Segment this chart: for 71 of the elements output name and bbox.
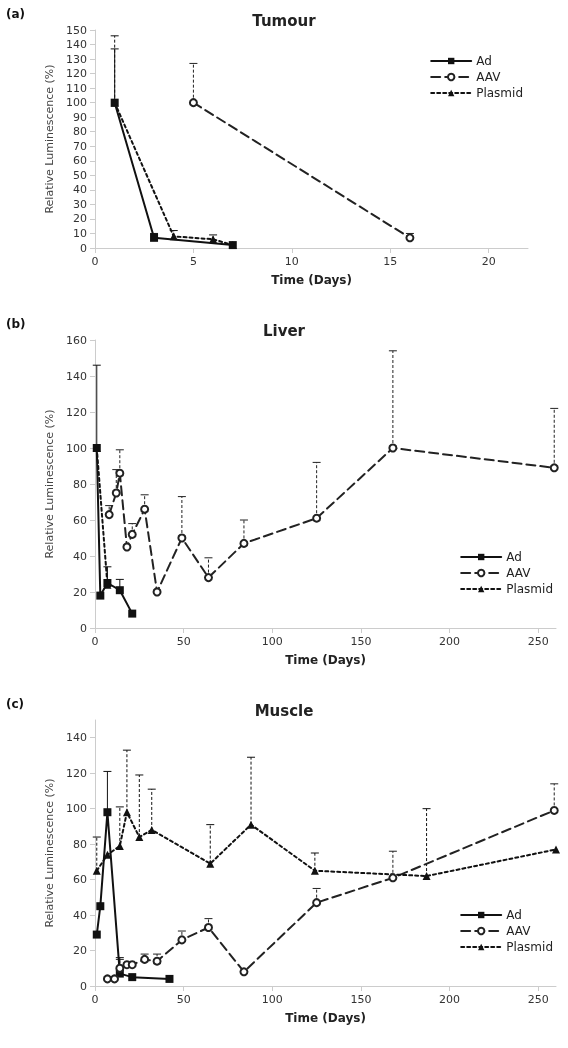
y-axis-title: Relative Luminescence (%) xyxy=(43,64,57,214)
y-tick-label: 0 xyxy=(80,979,87,993)
legend-label: Ad xyxy=(476,54,492,68)
y-tick-label: 40 xyxy=(73,549,87,563)
x-tick-label: 150 xyxy=(350,635,372,648)
x-axis-title: Time (Days) xyxy=(271,273,352,287)
y-tick-label: 60 xyxy=(73,873,87,887)
x-tick-label: 200 xyxy=(439,635,461,648)
y-tick-label: 50 xyxy=(73,168,87,182)
legend-label: AAV xyxy=(506,924,532,938)
y-tick-label: 60 xyxy=(73,513,87,527)
y-tick-label: 100 xyxy=(66,802,87,816)
x-tick-label: 15 xyxy=(383,255,398,268)
y-tick-label: 120 xyxy=(66,67,87,81)
x-tick-label: 0 xyxy=(91,255,99,268)
y-tick-label: 80 xyxy=(73,837,87,851)
y-tick-label: 130 xyxy=(66,52,87,66)
y-tick-label: 30 xyxy=(73,197,87,211)
y-tick-label: 0 xyxy=(80,621,87,635)
text: (c) xyxy=(6,697,25,711)
y-tick-label: 140 xyxy=(66,731,87,745)
y-tick-label: 120 xyxy=(66,766,87,780)
y-tick-label: 100 xyxy=(66,441,87,455)
x-tick-label: 0 xyxy=(91,635,99,648)
y-tick-label: 0 xyxy=(80,241,87,255)
legend-label: Plasmid xyxy=(506,582,554,596)
y-tick-label: 60 xyxy=(73,154,87,168)
text: (a) xyxy=(6,7,26,21)
chart-title: Liver xyxy=(262,321,306,340)
y-axis-title: Relative Luminescence (%) xyxy=(43,409,57,559)
y-tick-label: 150 xyxy=(66,23,87,37)
x-tick-label: 20 xyxy=(481,255,496,268)
y-tick-label: 90 xyxy=(73,110,87,124)
y-tick-label: 80 xyxy=(73,477,87,491)
y-tick-label: 160 xyxy=(66,333,87,347)
y-tick-label: 80 xyxy=(73,125,87,139)
x-tick-label: 50 xyxy=(176,635,191,648)
y-tick-label: 120 xyxy=(66,405,87,419)
x-tick-label: 250 xyxy=(527,993,549,1006)
x-tick-label: 150 xyxy=(350,993,372,1006)
legend-label: AAV xyxy=(506,566,532,580)
x-tick-label: 10 xyxy=(284,255,299,268)
chart-title: Tumour xyxy=(252,11,317,30)
legend-label: Plasmid xyxy=(506,940,554,954)
y-tick-label: 20 xyxy=(73,585,87,599)
y-tick-label: 40 xyxy=(73,183,87,197)
y-tick-label: 70 xyxy=(73,139,87,153)
x-tick-label: 50 xyxy=(176,993,191,1006)
y-axis-title: Relative Luminescence (%) xyxy=(43,778,57,928)
legend-label: Ad xyxy=(506,908,522,922)
y-tick-label: 20 xyxy=(73,212,87,226)
x-tick-label: 100 xyxy=(261,993,283,1006)
x-tick-label: 100 xyxy=(261,635,283,648)
x-tick-label: 5 xyxy=(189,255,197,268)
y-tick-label: 140 xyxy=(66,369,87,383)
text: (b) xyxy=(6,317,26,331)
y-tick-label: 40 xyxy=(73,908,87,922)
legend-label: Plasmid xyxy=(476,86,524,100)
legend-label: AAV xyxy=(476,70,502,84)
chart-title: Muscle xyxy=(254,701,314,720)
y-tick-label: 10 xyxy=(73,226,87,240)
x-tick-label: 0 xyxy=(91,993,99,1006)
y-tick-label: 140 xyxy=(66,38,87,52)
x-tick-label: 250 xyxy=(527,635,549,648)
x-tick-label: 200 xyxy=(439,993,461,1006)
y-tick-label: 100 xyxy=(66,96,87,110)
y-tick-label: 110 xyxy=(66,81,87,95)
legend-label: Ad xyxy=(506,550,522,564)
x-axis-title: Time (Days) xyxy=(285,653,366,667)
y-tick-label: 20 xyxy=(73,944,87,958)
x-axis-title: Time (Days) xyxy=(285,1011,366,1025)
